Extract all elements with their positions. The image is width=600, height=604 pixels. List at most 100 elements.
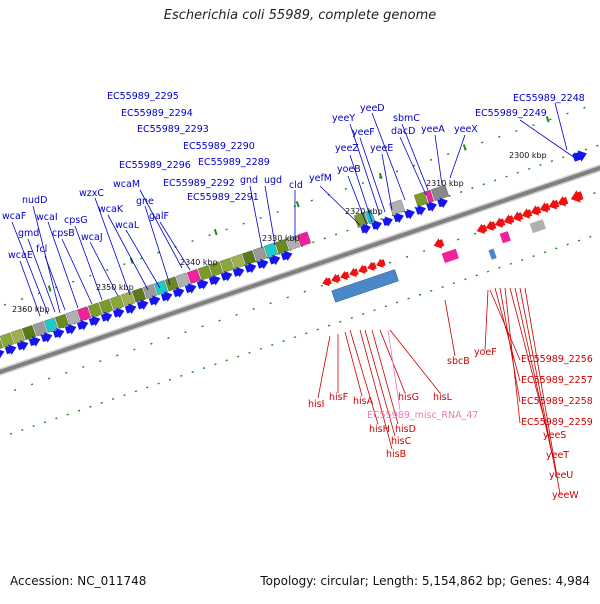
- forward-gene-arrow: [76, 320, 89, 331]
- reverse-leader-line: [389, 329, 441, 394]
- gene-label-hisc[interactable]: hisC: [391, 436, 412, 447]
- feature-block: [529, 219, 546, 234]
- forward-leader-line: [359, 137, 386, 213]
- gene-label-galf[interactable]: galF: [149, 211, 169, 222]
- gene-label-hish[interactable]: hisH: [369, 424, 390, 435]
- gene-label-cpsg[interactable]: cpsG: [64, 215, 88, 226]
- forward-gene-arrow: [4, 344, 17, 355]
- gene-label-wcak[interactable]: wcaK: [98, 204, 124, 215]
- reverse-gene-arrow: [521, 208, 533, 219]
- gene-label-sbmc[interactable]: sbmC: [393, 113, 420, 124]
- scale-track: [0, 144, 600, 350]
- gene-label-gnd[interactable]: gnd: [240, 175, 259, 186]
- gene-label-ec55989-2296[interactable]: EC55989_2296: [119, 160, 191, 171]
- gene-label-ec55989-2293[interactable]: EC55989_2293: [137, 124, 209, 135]
- feature-block: [120, 291, 136, 307]
- gene-label-wcaf[interactable]: wcaF: [2, 211, 27, 222]
- forward-gene-arrow: [256, 258, 269, 270]
- forward-leader-line: [519, 119, 576, 159]
- gene-label-yefm[interactable]: yefM: [309, 173, 333, 184]
- reverse-gene-arrow: [557, 196, 569, 207]
- gene-label-cld[interactable]: cld: [289, 180, 303, 191]
- gene-label-yeez[interactable]: yeeZ: [335, 143, 359, 154]
- gene-label-yeet[interactable]: yeeT: [546, 450, 570, 461]
- gene-label-ec55989-2256[interactable]: EC55989_2256: [521, 354, 593, 365]
- gene-label-ec55989-2257[interactable]: EC55989_2257: [521, 375, 593, 386]
- gene-label-ec55989-2292[interactable]: EC55989_2292: [163, 178, 235, 189]
- gene-label-ec55989-2290[interactable]: EC55989_2290: [183, 141, 255, 152]
- gene-label-ec55989-2295[interactable]: EC55989_2295: [107, 91, 179, 102]
- gene-label-cpsb[interactable]: cpsB: [52, 228, 75, 239]
- gene-label-wcam[interactable]: wcaM: [113, 179, 141, 190]
- gene-label-dacd[interactable]: dacD: [391, 126, 416, 137]
- feature-block: [441, 248, 459, 263]
- gene-label-hisb[interactable]: hisB: [386, 449, 407, 460]
- gene-label-yeew[interactable]: yeeW: [552, 490, 579, 501]
- forward-leader-line: [319, 185, 361, 226]
- gene-label-misc-rna-47[interactable]: EC55989_misc_RNA_47: [367, 410, 479, 421]
- gene-label-yoef[interactable]: yoeF: [474, 347, 497, 358]
- forward-gene-arrow: [136, 299, 149, 310]
- gene-label-fcl[interactable]: fcl: [36, 244, 48, 255]
- forward-gene-arrow: [100, 311, 113, 323]
- reverse-gene-arrow: [433, 238, 445, 249]
- gene-label-wcae[interactable]: wcaE: [8, 250, 33, 261]
- reverse-leader-line: [494, 287, 521, 382]
- reverse-leader-line: [509, 287, 549, 435]
- gene-label-ec55989-2289[interactable]: EC55989_2289: [198, 157, 270, 168]
- forward-gene-arrow: [437, 197, 448, 209]
- gene-label-wcaj[interactable]: wcaJ: [81, 232, 103, 243]
- feature-block: [219, 257, 235, 273]
- gene-label-yoeb[interactable]: yoeB: [337, 164, 361, 175]
- gene-label-hisa[interactable]: hisA: [353, 396, 374, 407]
- gene-label-hisi[interactable]: hisI: [308, 399, 325, 410]
- gene-label-gne[interactable]: gne: [136, 196, 154, 207]
- feature-block: [388, 199, 406, 216]
- forward-gene-arrow: [172, 287, 185, 298]
- feature-block: [488, 248, 497, 260]
- gene-label-hisl[interactable]: hisL: [433, 392, 452, 403]
- gene-label-wzxc[interactable]: wzxC: [79, 188, 105, 199]
- gene-label-wcal[interactable]: wcaL: [115, 220, 140, 231]
- forward-gene-arrow: [112, 307, 125, 319]
- gene-label-nudd[interactable]: nudD: [22, 195, 48, 206]
- gene-label-ec55989-2291[interactable]: EC55989_2291: [187, 192, 259, 203]
- forward-leader-line: [449, 134, 466, 179]
- gene-label-ugd[interactable]: ugd: [264, 175, 283, 186]
- gene-label-ec55989-2259[interactable]: EC55989_2259: [521, 417, 593, 428]
- gene-label-ec55989-2294[interactable]: EC55989_2294: [121, 108, 193, 119]
- gene-label-wcai[interactable]: wcaI: [36, 212, 58, 223]
- kbp-label-2350: 2350 kbp: [96, 283, 134, 292]
- gene-label-yeea[interactable]: yeeA: [421, 124, 445, 135]
- gene-label-gmd[interactable]: gmd: [18, 228, 40, 239]
- operon-block: [331, 269, 399, 303]
- gene-label-yeey[interactable]: yeeY: [332, 113, 356, 124]
- feature-block: [430, 184, 450, 202]
- gene-label-hisg[interactable]: hisG: [398, 392, 419, 403]
- reverse-gene-arrow: [376, 258, 386, 268]
- reverse-leader-line: [484, 289, 489, 351]
- gene-label-yeeu[interactable]: yeeU: [549, 470, 574, 481]
- gene-label-sbcb[interactable]: sbcB: [447, 356, 470, 367]
- forward-gene-arrow: [382, 216, 393, 227]
- gene-label-yeed[interactable]: yeeD: [360, 103, 385, 114]
- reverse-leader-line: [344, 331, 363, 397]
- gene-label-hisf[interactable]: hisF: [329, 392, 349, 403]
- forward-gene-arrow: [220, 271, 233, 282]
- gene-label-yeef[interactable]: yeeF: [352, 127, 375, 138]
- reverse-leader-line: [499, 287, 521, 403]
- gene-label-yeee[interactable]: yeeE: [370, 143, 394, 154]
- feature-block: [87, 302, 103, 318]
- gene-label-ec55989-2258[interactable]: EC55989_2258: [521, 396, 593, 407]
- forward-gene-arrow: [415, 205, 426, 216]
- gene-label-ec55989-2248[interactable]: EC55989_2248: [513, 93, 585, 104]
- gene-label-hisd[interactable]: hisD: [395, 424, 416, 435]
- gene-label-yeex[interactable]: yeeX: [454, 124, 478, 135]
- gene-label-yees[interactable]: yeeS: [543, 430, 567, 441]
- forward-leader-line: [249, 185, 263, 249]
- forward-leader-line: [434, 134, 443, 186]
- reverse-leader-line: [349, 329, 379, 425]
- gene-label-ec55989-2249[interactable]: EC55989_2249: [475, 108, 547, 119]
